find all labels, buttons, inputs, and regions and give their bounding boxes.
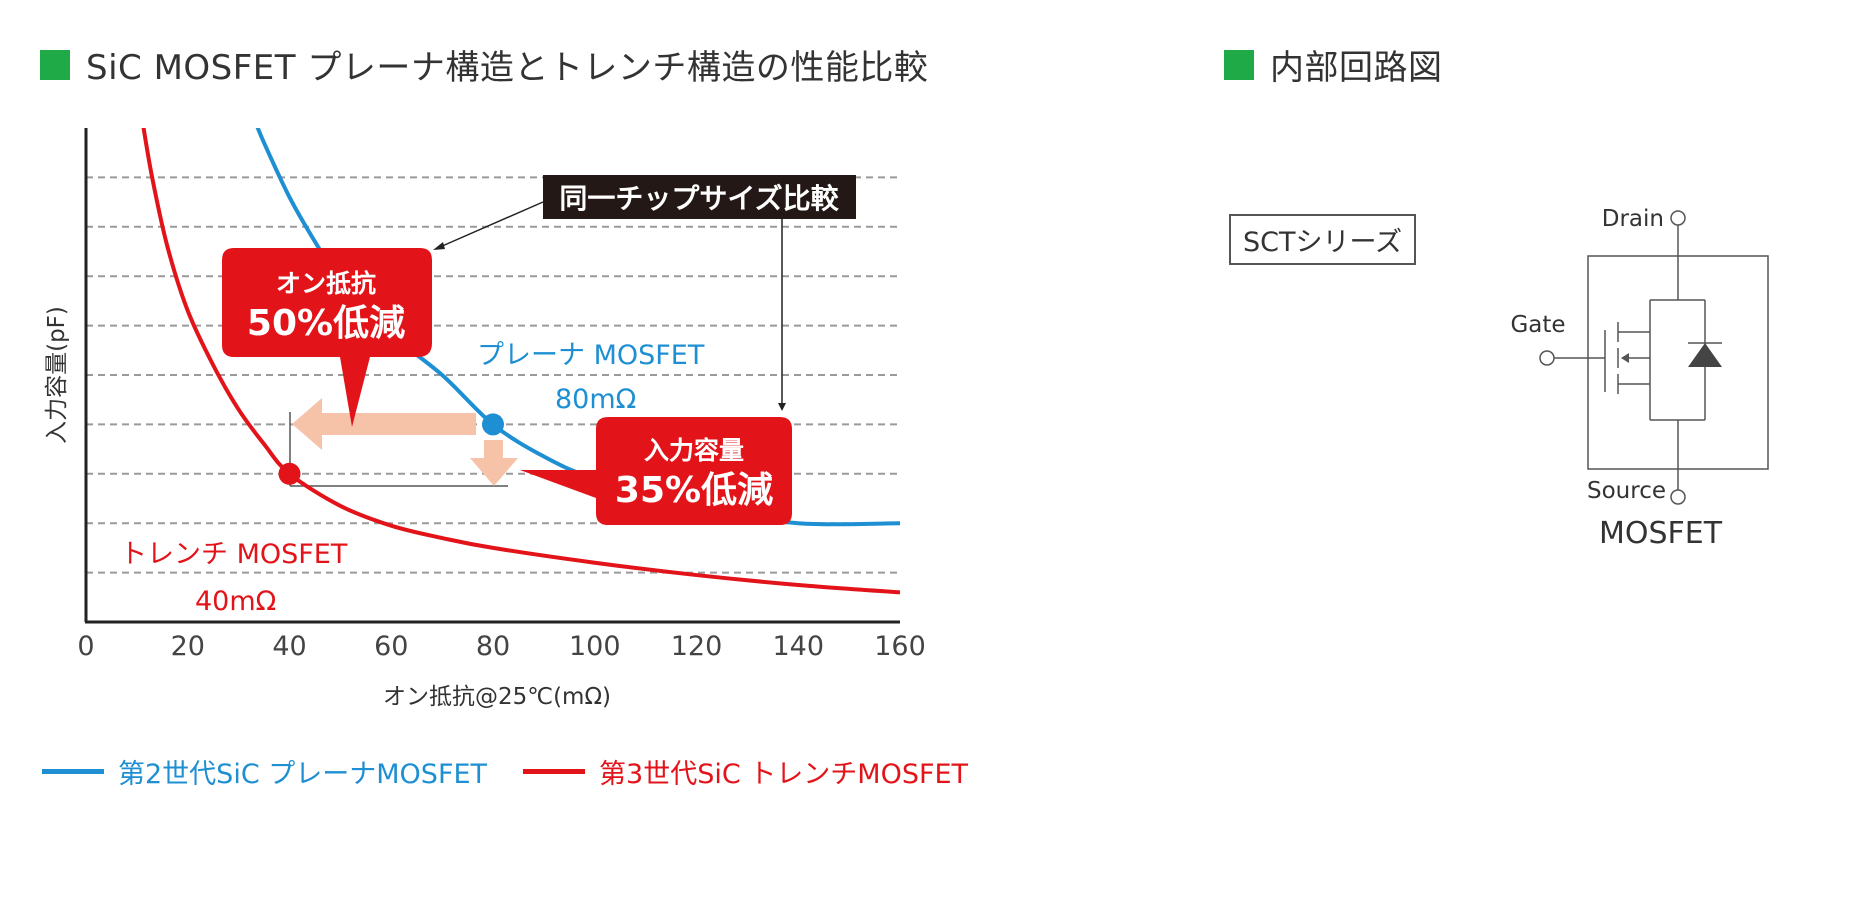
legend-item-planar: 第2世代SiC プレーナMOSFET: [42, 752, 487, 791]
input-capacitance-title: 入力容量: [644, 436, 744, 465]
same-chip-label: 同一チップサイズ比較: [559, 182, 839, 215]
green-square-icon: [1224, 49, 1254, 80]
left-section-title: SiC MOSFET プレーナ構造とトレンチ構造の性能比較: [40, 40, 928, 89]
legend-label-trench: 第3世代SiC トレンチMOSFET: [599, 759, 969, 790]
x-tick-label: 160: [874, 631, 926, 662]
x-axis-label: オン抵抗@25℃(mΩ): [383, 684, 611, 710]
circuit-title: 内部回路図: [1270, 48, 1443, 88]
x-tick-label: 20: [171, 631, 205, 662]
chart-axes: [84, 128, 900, 624]
left-arrow: [292, 398, 476, 450]
down-arrow: [470, 440, 518, 486]
x-tick-label: 80: [476, 631, 510, 662]
x-tick-label: 120: [671, 631, 723, 662]
legend-label-planar: 第2世代SiC プレーナMOSFET: [118, 759, 488, 790]
trench-series-value: 40mΩ: [195, 586, 276, 617]
series-tag: SCTシリーズ: [1229, 214, 1417, 265]
green-square-icon: [40, 49, 70, 80]
mosfet-circuit: [1539, 210, 1769, 505]
trench-series-label: トレンチ MOSFET: [120, 539, 348, 570]
diode-icon: [1688, 343, 1722, 367]
source-terminal: [1670, 489, 1686, 505]
on-resistance-callout: [222, 248, 432, 427]
gate-label: Gate: [1510, 312, 1565, 338]
x-tick-label: 140: [772, 631, 824, 662]
legend-item-trench: 第3世代SiC トレンチMOSFET: [523, 752, 968, 791]
pointer-arrowhead-left: [433, 242, 445, 250]
body-arrow-icon: [1621, 353, 1629, 363]
drain-label: Drain: [1602, 206, 1664, 232]
on-resistance-title: オン抵抗: [276, 269, 376, 298]
trench-series-line: [141, 128, 900, 595]
chart-markers: [278, 413, 504, 485]
planar-series-label: プレーナ MOSFET: [477, 340, 705, 371]
page-title: SiC MOSFET プレーナ構造とトレンチ構造の性能比較: [86, 48, 929, 88]
x-tick-label: 60: [374, 631, 408, 662]
input-capacitance-callout: [520, 417, 792, 525]
drain-terminal: [1670, 210, 1686, 226]
device-caption: MOSFET: [1599, 516, 1723, 551]
x-tick-labels: 0 20 40 60 80 100 120 140 160: [77, 631, 925, 662]
gate-terminal: [1539, 350, 1555, 366]
source-label: Source: [1587, 478, 1666, 504]
on-resistance-value: 50%低減: [247, 303, 405, 344]
right-section-title: 内部回路図: [1224, 40, 1443, 89]
same-chip-pointer-left: [439, 201, 544, 248]
legend-swatch-planar: [42, 769, 104, 774]
same-chip-box: [543, 175, 856, 219]
input-capacitance-value: 35%低減: [615, 470, 773, 511]
legend-swatch-trench: [523, 769, 586, 774]
planar-series-value: 80mΩ: [555, 384, 636, 415]
x-tick-label: 40: [272, 631, 306, 662]
chart-legend: 第2世代SiC プレーナMOSFET 第3世代SiC トレンチMOSFET: [42, 752, 1004, 791]
trench-marker: [278, 462, 301, 485]
x-tick-label: 100: [569, 631, 621, 662]
planar-marker: [482, 413, 504, 436]
x-tick-label: 0: [77, 631, 94, 662]
pointer-arrowhead-down: [778, 403, 786, 411]
y-axis-label: 入力容量(pF): [44, 306, 70, 444]
